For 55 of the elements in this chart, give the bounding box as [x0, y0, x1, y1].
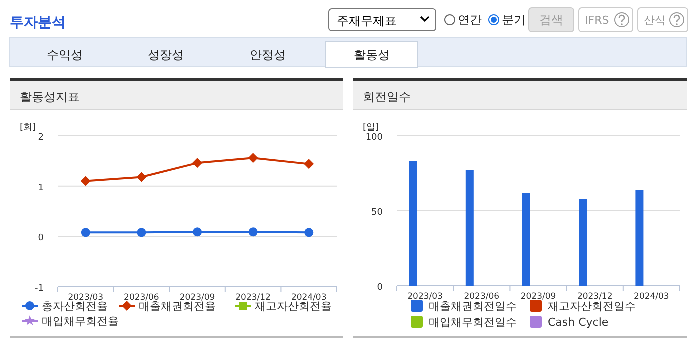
chart-title: 회전일수 — [363, 90, 411, 104]
y-tick-label: 1 — [38, 183, 44, 194]
text: 검색 — [540, 13, 564, 27]
bar — [522, 193, 530, 286]
text: 투자분석 — [10, 15, 66, 31]
x-tick-label: 2023/12 — [577, 292, 613, 302]
text: 연간 — [458, 13, 482, 27]
point — [304, 159, 314, 170]
point — [81, 228, 90, 238]
point — [137, 228, 146, 238]
point — [193, 228, 202, 237]
x-tick-label: 2023/03 — [68, 293, 104, 303]
y-axis-title: [일] — [363, 123, 380, 133]
legend-label: Cash Cycle — [548, 316, 609, 329]
point — [136, 172, 147, 182]
x-tick-label: 2023/06 — [464, 292, 500, 302]
bar — [409, 162, 418, 286]
point — [192, 158, 202, 168]
bar — [466, 170, 474, 286]
point — [80, 176, 91, 186]
legend-label: 매출채권회전일수 — [429, 300, 517, 313]
y-axis-title: [회] — [20, 123, 36, 133]
point — [248, 153, 258, 164]
x-tick-label: 2023/09 — [520, 292, 556, 302]
text: IFRS — [585, 14, 610, 27]
y-tick-label: 100 — [366, 133, 384, 143]
y-tick-label: 2 — [38, 133, 44, 143]
text: 산식 — [644, 14, 666, 27]
text: 주재무제표 — [337, 14, 397, 28]
text: 안정성 — [250, 48, 286, 62]
text: 수익성 — [47, 48, 83, 62]
text: 활동성 — [354, 48, 390, 62]
legend-label: 매입채무회전일수 — [429, 316, 517, 329]
bar — [579, 199, 588, 286]
x-tick-label: 2023/12 — [236, 293, 271, 303]
legend-label: 총자산회전율 — [42, 300, 108, 313]
point — [248, 228, 258, 237]
y-tick-label: 0 — [38, 234, 44, 244]
legend-label: 매입채무회전율 — [42, 315, 119, 328]
text: 분기 — [502, 13, 526, 27]
point — [304, 228, 314, 238]
chart-title: 활동성지표 — [20, 90, 80, 104]
bar — [636, 190, 644, 286]
x-tick-label: 2023/06 — [124, 293, 160, 303]
text: 성장성 — [148, 48, 184, 62]
legend-label: 재고자산회전율 — [255, 300, 332, 313]
x-tick-label: 2024/03 — [291, 293, 327, 303]
x-tick-label: 2023/03 — [408, 292, 443, 302]
legend-label: 매출채권회전율 — [139, 300, 216, 313]
x-tick-label: 2024/03 — [634, 292, 670, 302]
y-tick-label: -1 — [35, 284, 44, 294]
y-tick-label: 50 — [372, 208, 384, 218]
legend-label: 재고자산회전일수 — [548, 300, 636, 313]
y-tick-label: 0 — [377, 283, 384, 293]
x-tick-label: 2023/09 — [180, 293, 216, 303]
